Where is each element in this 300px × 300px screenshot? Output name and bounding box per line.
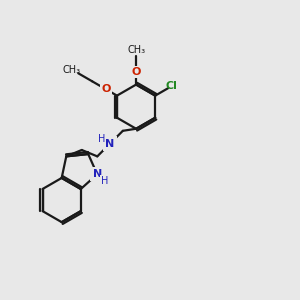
Text: O: O [102, 84, 111, 94]
Text: O: O [131, 67, 141, 77]
Text: H: H [98, 134, 106, 144]
Text: Cl: Cl [166, 81, 178, 91]
Text: CH₃: CH₃ [63, 64, 81, 75]
Text: N: N [105, 139, 115, 148]
Text: H: H [101, 176, 108, 186]
Text: CH₃: CH₃ [127, 44, 145, 55]
Text: N: N [93, 169, 102, 179]
